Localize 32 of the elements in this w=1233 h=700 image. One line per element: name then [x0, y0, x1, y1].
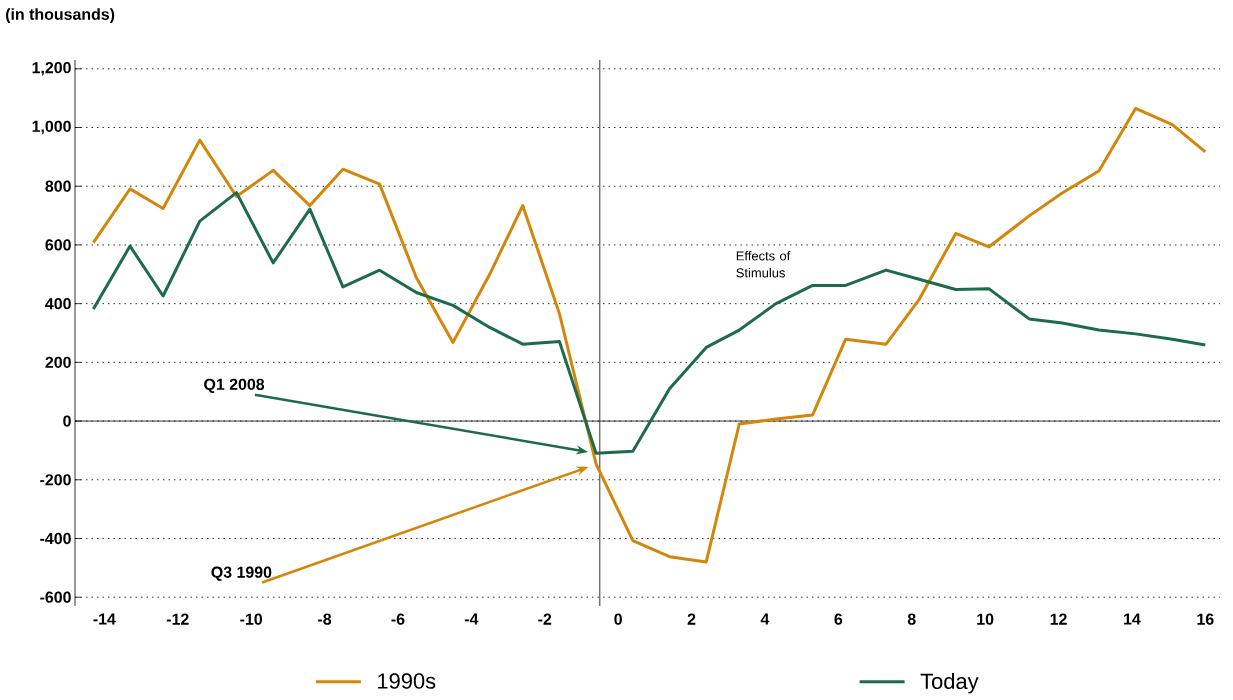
- y-tick-label: 400: [45, 298, 71, 310]
- annotation: Q3 1990: [211, 566, 272, 581]
- x-tick-label: -12: [166, 613, 189, 625]
- x-tick-label: -6: [391, 613, 405, 625]
- x-tick-label: 12: [1050, 613, 1067, 625]
- x-tick-label: 16: [1197, 613, 1214, 625]
- x-tick-label: -10: [240, 613, 263, 625]
- y-tick-label: 1,200: [32, 62, 71, 76]
- y-tick-label: -200: [40, 474, 71, 486]
- y-axis-title: (in thousands): [6, 8, 115, 24]
- x-tick-label: -14: [93, 613, 116, 625]
- x-tick-label: 14: [1124, 613, 1141, 625]
- x-tick-label: -8: [318, 613, 332, 625]
- y-tick-label: 800: [45, 180, 71, 192]
- x-tick-label: 8: [907, 613, 916, 625]
- x-tick-label: 10: [977, 613, 994, 625]
- x-tick-label: 0: [614, 613, 622, 625]
- y-tick-label: -400: [40, 532, 71, 545]
- legend-label: 1990s: [378, 673, 436, 689]
- legend-label: Today: [920, 672, 979, 694]
- annotation: Effects of Stimulus: [736, 251, 791, 278]
- x-tick-label: 4: [760, 613, 770, 625]
- x-tick-label: -2: [538, 613, 552, 625]
- x-tick-label: 2: [687, 613, 696, 625]
- x-tick-label: -4: [464, 613, 479, 625]
- y-tick-label: 200: [45, 356, 71, 368]
- y-tick-label: -600: [40, 591, 71, 603]
- y-tick-label: 1,000: [32, 120, 71, 135]
- x-tick-label: 6: [834, 613, 843, 625]
- y-tick-label: 600: [45, 239, 71, 251]
- y-tick-label: 0: [63, 415, 71, 427]
- annotation: Q1 2008: [204, 378, 265, 393]
